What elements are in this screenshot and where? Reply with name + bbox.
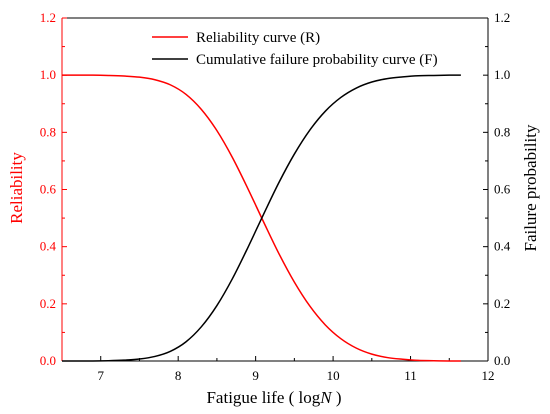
reliability-curve-line [61,74,461,362]
x-tick-label: 12 [482,368,495,383]
y-axis-right-title: Failure probability [521,124,540,252]
y-right-tick-label: 0.2 [494,296,510,311]
x-tick-label: 9 [252,368,259,383]
y-right-tick-label: 0.4 [494,239,511,254]
y-left-tick-label: 0.0 [40,353,56,368]
y-right-tick-label: 0.0 [494,353,510,368]
y-axis-left-title: Reliability [7,152,26,224]
y-right-tick-label: 1.2 [494,10,510,25]
y-left-tick-label: 0.8 [40,124,56,139]
y-right-tick-label: 0.8 [494,124,510,139]
y-right-tick-label: 1.0 [494,67,510,82]
legend-label: Reliability curve (R) [196,30,320,46]
failure-probability-curve-line [62,74,461,362]
y-left-tick-label: 1.2 [40,10,56,25]
y-left-tick-label: 0.4 [40,239,57,254]
x-tick-label: 7 [97,368,104,383]
y-left-tick-label: 0.2 [40,296,56,311]
legend-label: Cumulative failure probability curve (F) [196,52,438,68]
y-left-tick-label: 1.0 [40,67,56,82]
x-tick-label: 11 [404,368,417,383]
x-axis-title: Fatigue life ( logN ) [206,388,341,407]
x-tick-label: 8 [175,368,182,383]
x-tick-label: 10 [327,368,340,383]
y-right-tick-label: 0.6 [494,182,511,197]
y-left-tick-label: 0.6 [40,182,57,197]
